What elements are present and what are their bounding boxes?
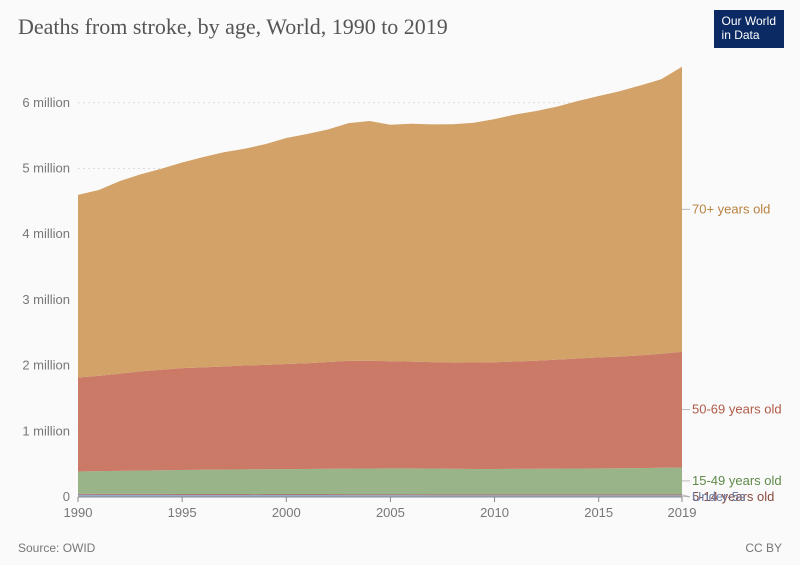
- series-label: Under-5s: [692, 489, 746, 504]
- chart-title: Deaths from stroke, by age, World, 1990 …: [18, 14, 448, 40]
- license-label: CC BY: [745, 541, 782, 555]
- y-tick-label: 3 million: [22, 292, 70, 307]
- y-tick-label: 1 million: [22, 423, 70, 438]
- stacked-area-chart: 0 1 million 2 million 3 million 4 million 5 m…: [0, 52, 800, 530]
- y-tick-label: 0: [63, 489, 70, 504]
- x-tick-label: 2010: [480, 505, 509, 520]
- x-tick-label: 2000: [272, 505, 301, 520]
- series-label: 50-69 years old: [692, 402, 782, 417]
- chart-container: Deaths from stroke, by age, World, 1990 …: [0, 0, 800, 565]
- x-tick-label: 1990: [64, 505, 93, 520]
- area-70+-years-old: [78, 67, 682, 378]
- y-tick-label: 5 million: [22, 161, 70, 176]
- series-label: 15-49 years old: [692, 473, 782, 488]
- x-tick-label: 2005: [376, 505, 405, 520]
- y-tick-label: 2 million: [22, 358, 70, 373]
- x-tick-label: 2015: [584, 505, 613, 520]
- source-label: Source: OWID: [18, 541, 95, 555]
- y-tick-label: 4 million: [22, 226, 70, 241]
- logo-line2: in Data: [722, 29, 776, 43]
- y-tick-label: 6 million: [22, 95, 70, 110]
- chart-plot-area: 0 1 million 2 million 3 million 4 million 5 m…: [0, 52, 800, 530]
- area-50-69-years-old: [78, 352, 682, 472]
- x-tick-label: 2019: [668, 505, 697, 520]
- owid-logo: Our World in Data: [714, 10, 784, 48]
- logo-line1: Our World: [722, 15, 776, 29]
- area-15-49-years-old: [78, 467, 682, 494]
- series-label: 70+ years old: [692, 201, 770, 216]
- x-tick-label: 1995: [168, 505, 197, 520]
